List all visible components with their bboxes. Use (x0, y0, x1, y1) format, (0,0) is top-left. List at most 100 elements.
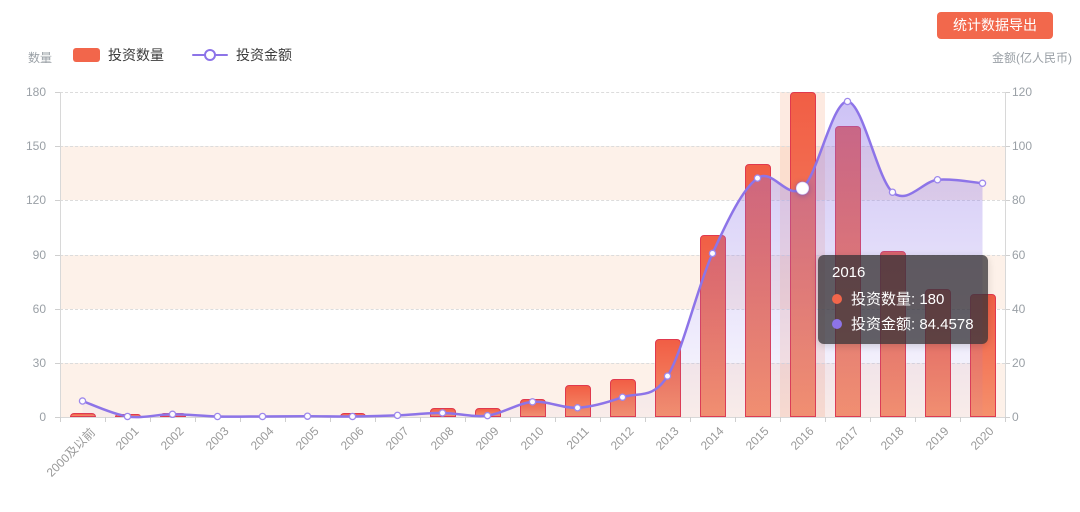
y-axis-tick (55, 146, 60, 148)
bar-2012[interactable] (609, 379, 636, 417)
x-axis-tick (555, 417, 556, 422)
y-axis-label-right: 100 (1012, 139, 1033, 154)
y-axis-tick (55, 308, 60, 310)
bar-2016[interactable] (789, 92, 816, 417)
y-axis-label-left: 60 (32, 301, 46, 316)
line-series-dot-icon (832, 318, 842, 329)
y-axis-label-right: 60 (1012, 247, 1026, 262)
y-axis-tick (55, 254, 60, 256)
tooltip-title: 2016 (832, 264, 866, 281)
y-axis-label-right: 80 (1012, 193, 1026, 208)
x-axis-label-text: 2017 (832, 424, 862, 453)
x-axis-label-text: 2005 (292, 424, 322, 453)
tooltip-row-text: 投资数量: 180 (851, 291, 945, 308)
tooltip-row-text: 投资金额: 84.4578 (851, 316, 974, 333)
y-axis-tick (55, 362, 60, 364)
y-axis-label-right: 120 (1012, 85, 1033, 99)
bar-2006[interactable] (339, 413, 366, 417)
split-area-band (60, 146, 1005, 201)
x-axis-tick (735, 417, 736, 422)
legend-item-bar-series[interactable]: 投资数量 (73, 45, 164, 65)
left-axis-title: 数量 (28, 51, 53, 65)
export-data-button[interactable]: 统计数据导出 (937, 12, 1053, 39)
y-axis-label-left: 180 (25, 85, 46, 99)
x-axis-tick (870, 417, 871, 422)
bar-2000及以前[interactable] (69, 413, 96, 417)
y-axis-tick (1005, 308, 1010, 310)
x-axis-label-text: 2012 (607, 424, 637, 453)
bar-2013[interactable] (654, 339, 681, 417)
x-axis-tick (240, 417, 241, 422)
gridline (60, 200, 1005, 202)
x-axis-tick (420, 417, 421, 422)
legend: 投资数量 投资金额 (73, 45, 292, 65)
tooltip-row: 投资金额: 84.4578 (832, 313, 974, 334)
x-axis-tick (915, 417, 916, 422)
x-axis-tick (645, 417, 646, 422)
x-axis-tick (780, 417, 781, 422)
tooltip: 2016 投资数量: 180 投资金额: 84.4578 (818, 255, 988, 344)
x-axis-label-text: 2020 (967, 424, 997, 453)
right-axis-title: 金额(亿人民币) (992, 51, 1072, 65)
y-axis-label-left: 150 (25, 139, 46, 154)
y-axis-tick (1005, 417, 1010, 418)
bar-series-swatch-icon (73, 48, 100, 62)
x-axis-tick (465, 417, 466, 422)
y-axis-tick (55, 200, 60, 202)
y-axis-label-left: 0 (39, 410, 46, 424)
legend-label: 投资金额 (236, 47, 292, 63)
bar-2015[interactable] (744, 164, 771, 417)
x-axis-label-text: 2001 (112, 424, 142, 453)
tooltip-row: 投资数量: 180 (832, 288, 974, 309)
x-axis-label-text: 2002 (157, 424, 187, 453)
x-axis-label-text: 2014 (697, 424, 727, 453)
y-axis-tick (1005, 200, 1010, 202)
x-axis-label-text: 2011 (563, 424, 592, 453)
x-axis-tick (195, 417, 196, 422)
x-axis-label-text: 2009 (472, 424, 502, 453)
x-axis-line (60, 417, 1006, 418)
x-axis-label-text: 2008 (427, 424, 457, 453)
x-axis-label-text: 2015 (742, 424, 772, 453)
x-axis-tick (150, 417, 151, 422)
y-axis-tick (55, 417, 60, 418)
x-axis-label-text: 2016 (787, 424, 817, 453)
legend-item-line-series[interactable]: 投资金额 (192, 45, 292, 65)
y-axis-tick (1005, 92, 1010, 93)
y-axis-label-left: 30 (32, 355, 46, 370)
right-axis-line (1005, 92, 1006, 417)
gridline (60, 362, 1005, 364)
legend-label: 投资数量 (108, 47, 164, 63)
gridline (60, 146, 1005, 148)
x-axis-tick (330, 417, 331, 422)
x-axis-tick (60, 417, 61, 422)
bar-2010[interactable] (519, 398, 546, 417)
x-axis-tick (375, 417, 376, 422)
bar-2008[interactable] (429, 407, 456, 417)
y-axis-label-right: 0 (1012, 410, 1019, 424)
x-axis-label-text: 2000及以前 (43, 425, 98, 480)
x-axis-label-text: 2010 (517, 424, 547, 453)
y-axis-tick (1005, 362, 1010, 364)
x-axis-tick (960, 417, 961, 422)
bar-2009[interactable] (474, 407, 501, 417)
x-axis-label-text: 2007 (382, 424, 412, 453)
x-axis-tick (510, 417, 511, 422)
y-axis-tick (55, 92, 60, 93)
x-axis-tick (105, 417, 106, 422)
bar-2002[interactable] (159, 413, 186, 417)
line-series-symbol-icon (192, 48, 228, 62)
bar-2011[interactable] (564, 384, 591, 417)
bar-series-dot-icon (832, 293, 842, 304)
x-axis-tick (285, 417, 286, 422)
y-axis-label-left: 90 (32, 247, 46, 262)
x-axis-label-text: 2019 (922, 424, 952, 453)
x-axis-label-text: 2018 (877, 424, 907, 453)
bar-2001[interactable] (114, 414, 141, 417)
x-axis-label-text: 2004 (247, 424, 277, 453)
bar-2014[interactable] (699, 234, 726, 417)
y-axis-label-right: 40 (1012, 301, 1026, 316)
split-area-band (60, 200, 1005, 255)
split-area-band (60, 92, 1005, 147)
